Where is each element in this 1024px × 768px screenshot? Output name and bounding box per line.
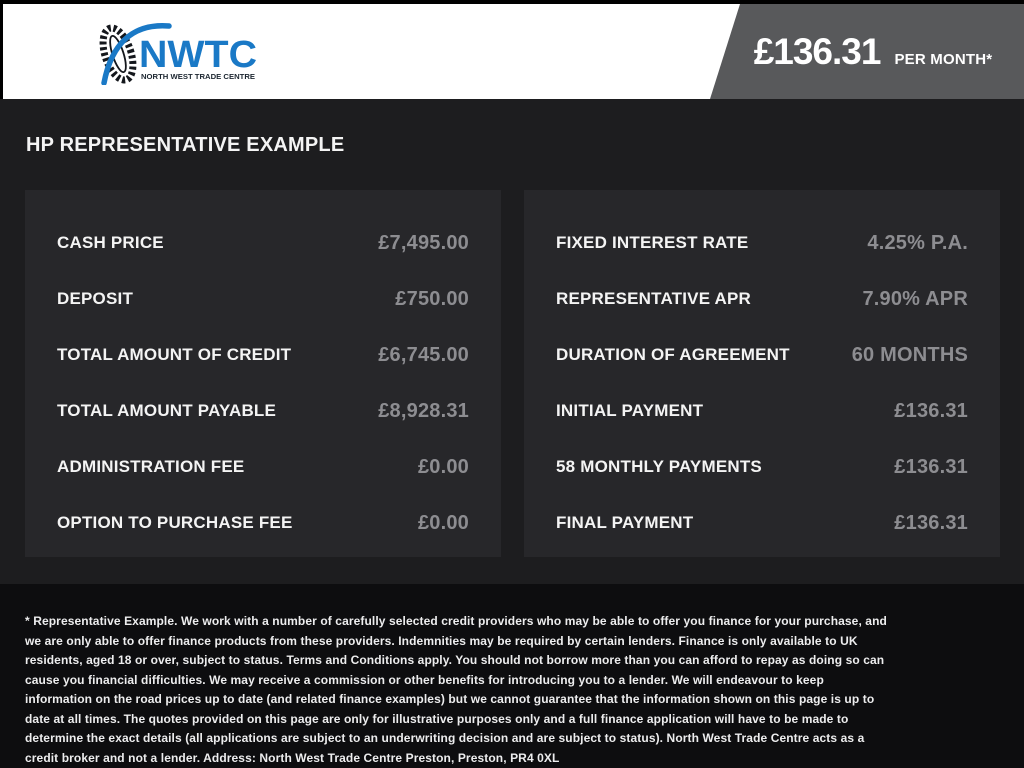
finance-row-label: FINAL PAYMENT xyxy=(556,513,694,533)
finance-panels: CASH PRICE £7,495.00 DEPOSIT £750.00 TOTAL A… xyxy=(25,190,1000,558)
footer: * Representative Example. We work with a… xyxy=(0,584,1024,768)
finance-row: INITIAL PAYMENT £136.31 xyxy=(556,383,968,439)
finance-row: FIXED INTEREST RATE 4.25% P.A. xyxy=(556,215,968,271)
finance-row-value: 60 MONTHS xyxy=(851,343,968,366)
price-flag: £136.31 PER MONTH* xyxy=(710,4,1024,100)
monthly-price-suffix: PER MONTH* xyxy=(894,51,993,68)
finance-row: 58 MONTHLY PAYMENTS £136.31 xyxy=(556,439,968,495)
finance-row-value: £136.31 xyxy=(894,455,968,478)
finance-row-value: £6,745.00 xyxy=(378,343,469,366)
header: NWTC NORTH WEST TRADE CENTRE £136.31 PER… xyxy=(3,4,1024,100)
finance-row: CASH PRICE £7,495.00 xyxy=(57,215,469,271)
finance-row-label: ADMINISTRATION FEE xyxy=(57,457,245,477)
page-title: HP REPRESENTATIVE EXAMPLE xyxy=(26,134,345,157)
finance-row-label: DURATION OF AGREEMENT xyxy=(556,345,790,365)
finance-row: TOTAL AMOUNT OF CREDIT £6,745.00 xyxy=(57,327,469,383)
finance-panel-right: FIXED INTEREST RATE 4.25% P.A. REPRESENTAT… xyxy=(524,190,1000,558)
finance-row-label: TOTAL AMOUNT PAYABLE xyxy=(57,401,277,421)
finance-row-label: OPTION TO PURCHASE FEE xyxy=(57,513,293,533)
finance-row-label: CASH PRICE xyxy=(57,233,164,253)
finance-row-value: £8,928.31 xyxy=(378,399,469,422)
brand-logo[interactable]: NWTC NORTH WEST TRADE CENTRE xyxy=(95,19,263,85)
finance-row-value: £0.00 xyxy=(417,455,469,478)
finance-panel-left: CASH PRICE £7,495.00 DEPOSIT £750.00 TOTAL A… xyxy=(25,190,501,558)
finance-row-label: REPRESENTATIVE APR xyxy=(556,289,752,309)
finance-row-value: £136.31 xyxy=(894,511,968,534)
logo-acronym: NWTC xyxy=(139,34,257,76)
finance-row: OPTION TO PURCHASE FEE £0.00 xyxy=(57,495,469,551)
finance-row-value: £7,495.00 xyxy=(378,231,469,254)
finance-row: ADMINISTRATION FEE £0.00 xyxy=(57,439,469,495)
finance-row: FINAL PAYMENT £136.31 xyxy=(556,495,968,551)
finance-row-value: £750.00 xyxy=(395,287,469,310)
finance-row-value: £136.31 xyxy=(894,399,968,422)
logo-tagline: NORTH WEST TRADE CENTRE xyxy=(141,72,255,81)
finance-row-value: £0.00 xyxy=(417,511,469,534)
finance-row-label: INITIAL PAYMENT xyxy=(556,401,704,421)
swoosh-arc xyxy=(101,22,172,85)
finance-row-value: 4.25% P.A. xyxy=(867,231,968,254)
monthly-price: £136.31 xyxy=(753,31,882,72)
finance-row-label: FIXED INTEREST RATE xyxy=(556,233,749,253)
finance-row-label: TOTAL AMOUNT OF CREDIT xyxy=(57,345,292,365)
finance-row: REPRESENTATIVE APR 7.90% APR xyxy=(556,271,968,327)
nwtc-logo-graphic: NWTC NORTH WEST TRADE CENTRE xyxy=(99,22,257,85)
finance-example-section: HP REPRESENTATIVE EXAMPLE CASH PRICE £7,4… xyxy=(0,99,1024,584)
finance-row: TOTAL AMOUNT PAYABLE £8,928.31 xyxy=(57,383,469,439)
finance-row-label: 58 MONTHLY PAYMENTS xyxy=(556,457,762,477)
disclaimer-text: * Representative Example. We work with a… xyxy=(25,614,887,765)
finance-row-value: 7.90% APR xyxy=(862,287,968,310)
finance-row: DURATION OF AGREEMENT 60 MONTHS xyxy=(556,327,968,383)
finance-row: DEPOSIT £750.00 xyxy=(57,271,469,327)
finance-row-label: DEPOSIT xyxy=(57,289,134,309)
